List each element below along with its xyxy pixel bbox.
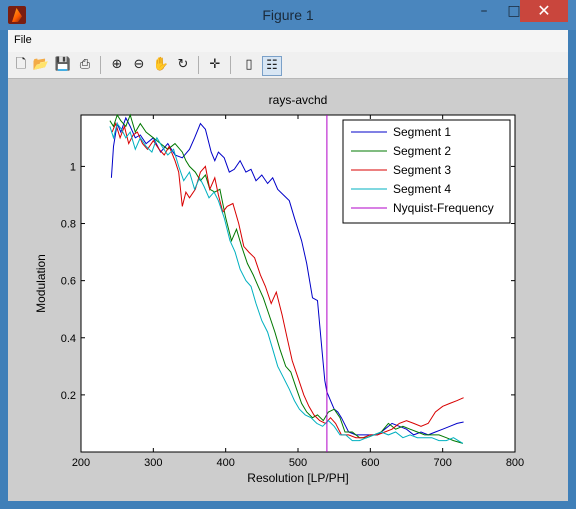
- legend-entry-label: Segment 2: [393, 144, 451, 158]
- pan-hand-icon[interactable]: ✋: [152, 57, 170, 72]
- x-tick-label: 400: [216, 457, 234, 469]
- legend-icon[interactable]: ☷: [262, 56, 282, 76]
- x-axis-label: Resolution [LP/PH]: [247, 471, 348, 485]
- maximize-button[interactable]: □: [507, 3, 521, 19]
- axis-ticks: 200 300 400 500 600 700 800 0.2 0.4 0.6 0.8 1: [61, 115, 524, 469]
- toolbar-separator: [198, 56, 199, 74]
- new-figure-icon[interactable]: 🗋: [15, 57, 27, 72]
- y-tick-label: 1: [70, 161, 76, 173]
- series-line-1[interactable]: [110, 116, 464, 436]
- zoom-in-icon[interactable]: ⊕: [111, 57, 123, 72]
- y-tick-label: 0.6: [61, 276, 76, 288]
- toolbar-separator: [230, 56, 231, 74]
- x-tick-label: 300: [144, 457, 162, 469]
- y-tick-label: 0.4: [61, 333, 76, 345]
- x-tick-label: 700: [433, 457, 451, 469]
- window-title: Figure 1: [262, 7, 314, 23]
- x-tick-label: 500: [289, 457, 307, 469]
- y-tick-label: 0.8: [61, 219, 76, 231]
- title-bar[interactable]: Figure 1 – □ ✕: [0, 0, 576, 30]
- toolbar-separator: [100, 56, 101, 74]
- x-tick-label: 200: [72, 457, 90, 469]
- y-tick-label: 0.2: [61, 390, 76, 402]
- legend-entry-label: Segment 1: [393, 125, 451, 139]
- menu-bar: File: [8, 30, 568, 52]
- legend[interactable]: Segment 1 Segment 2 Segment 3 Segment 4 Nyqu…: [342, 119, 511, 224]
- series-line-4[interactable]: [109, 122, 464, 444]
- colorbar-icon[interactable]: ▯: [245, 57, 253, 72]
- open-file-icon[interactable]: 📂: [32, 57, 50, 72]
- client-area: File 🗋 📂 💾 ⎙ ⊕ ⊖ ✋ ↻ ✛ ▯ ☷ rays-avchd 20…: [8, 30, 568, 501]
- x-tick-label: 800: [506, 457, 524, 469]
- y-axis-label: Modulation: [34, 254, 48, 313]
- line-chart: rays-avchd 200 300 400 500 600 700 800 0.2 0.4 0.…: [34, 93, 524, 485]
- menu-file[interactable]: File: [14, 34, 32, 46]
- matlab-logo-icon: [8, 6, 26, 24]
- plot-lines: [109, 113, 464, 452]
- x-tick-label: 600: [361, 457, 379, 469]
- legend-entry-label: Segment 3: [393, 163, 451, 177]
- figure-canvas: rays-avchd 200 300 400 500 600 700 800 0.2 0.4 0.…: [8, 79, 568, 501]
- data-cursor-icon[interactable]: ✛: [209, 57, 221, 72]
- legend-entry-label: Segment 4: [393, 182, 451, 196]
- toolbar: 🗋 📂 💾 ⎙ ⊕ ⊖ ✋ ↻ ✛ ▯ ☷: [8, 52, 568, 79]
- zoom-out-icon[interactable]: ⊖: [133, 57, 145, 72]
- chart-title: rays-avchd: [269, 93, 328, 107]
- print-icon[interactable]: ⎙: [79, 57, 91, 72]
- save-icon[interactable]: 💾: [54, 57, 72, 72]
- close-button[interactable]: ✕: [520, 0, 568, 22]
- minimize-button[interactable]: –: [480, 3, 488, 19]
- legend-entry-label: Nyquist-Frequency: [393, 201, 494, 215]
- rotate-3d-icon[interactable]: ↻: [177, 57, 189, 72]
- series-line-3[interactable]: [111, 122, 464, 439]
- legend-box: [342, 119, 511, 224]
